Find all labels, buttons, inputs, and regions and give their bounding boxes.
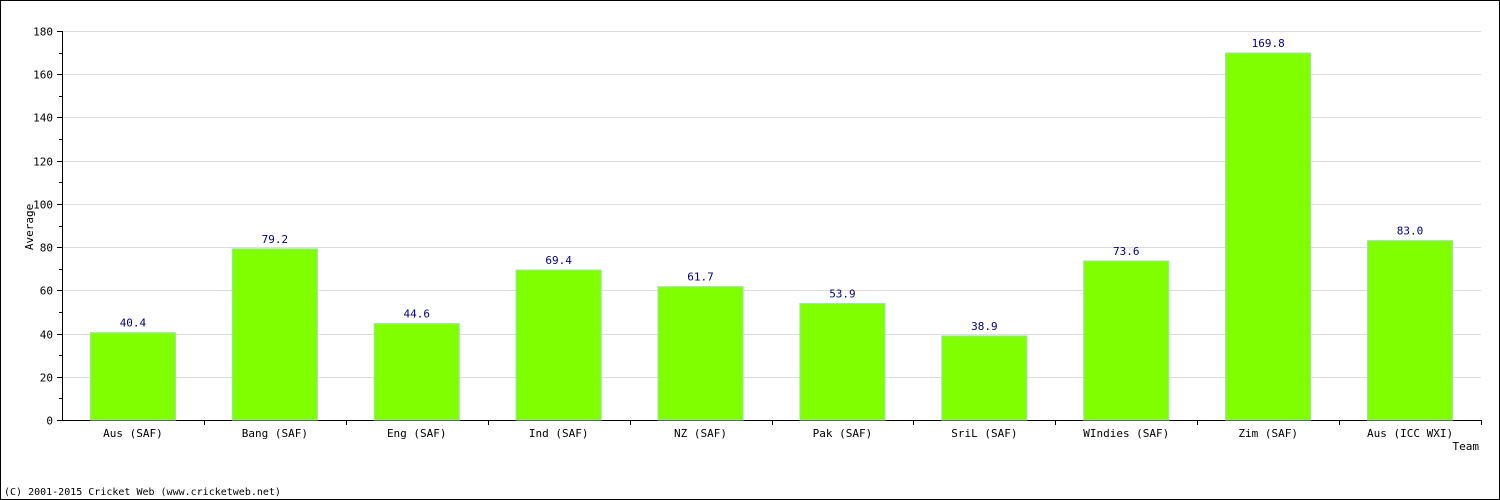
bar bbox=[657, 286, 744, 421]
x-tick-label: NZ (SAF) bbox=[674, 427, 727, 440]
bar bbox=[89, 332, 177, 421]
bar bbox=[1366, 240, 1454, 421]
y-tick-label: 20 bbox=[40, 372, 53, 385]
y-tick-label: 140 bbox=[33, 112, 53, 125]
x-tick-label: Pak (SAF) bbox=[813, 427, 873, 440]
y-tick-label: 40 bbox=[40, 329, 53, 342]
data-label: 38.9 bbox=[971, 320, 998, 333]
x-axis-title: Team bbox=[1453, 440, 1480, 453]
y-tick-label: 0 bbox=[46, 415, 53, 428]
bar bbox=[1083, 260, 1170, 421]
bars bbox=[89, 52, 1454, 421]
data-label: 61.7 bbox=[687, 271, 714, 284]
bar bbox=[1225, 52, 1312, 421]
y-tick-label: 60 bbox=[40, 285, 53, 298]
y-axis-title: Average bbox=[23, 204, 36, 250]
x-tick-label: Aus (ICC WXI) bbox=[1367, 427, 1453, 440]
data-label: 169.8 bbox=[1252, 37, 1285, 50]
data-label: 83.0 bbox=[1397, 225, 1424, 238]
data-label: 44.6 bbox=[404, 308, 431, 321]
x-tick-label: Eng (SAF) bbox=[387, 427, 447, 440]
copyright-footer: (C) 2001-2015 Cricket Web (www.cricketwe… bbox=[4, 487, 281, 498]
data-label: 69.4 bbox=[545, 254, 572, 267]
y-tick-label: 80 bbox=[40, 242, 53, 255]
x-tick-label: Zim (SAF) bbox=[1238, 427, 1298, 440]
bar bbox=[941, 335, 1028, 421]
y-tick-label: 160 bbox=[33, 69, 53, 82]
y-tick-label: 100 bbox=[33, 199, 53, 212]
labels: 0 20 40 60 80 100 120 140 160 180 40.4 Aus (SAF) 79.… bbox=[33, 26, 1453, 441]
bar bbox=[231, 248, 318, 421]
y-tick-label: 180 bbox=[33, 26, 53, 39]
bar bbox=[515, 269, 602, 421]
data-label: 40.4 bbox=[120, 317, 147, 330]
bar bbox=[373, 323, 460, 421]
x-tick-label: SriL (SAF) bbox=[951, 427, 1017, 440]
x-tick-label: Ind (SAF) bbox=[529, 427, 589, 440]
x-tick-label: Bang (SAF) bbox=[242, 427, 308, 440]
y-tick-label: 120 bbox=[33, 156, 53, 169]
x-tick-label: WIndies (SAF) bbox=[1083, 427, 1169, 440]
data-label: 73.6 bbox=[1113, 245, 1140, 258]
x-tick-label: Aus (SAF) bbox=[103, 427, 163, 440]
data-label: 53.9 bbox=[829, 288, 856, 301]
data-label: 79.2 bbox=[262, 233, 289, 246]
bar bbox=[799, 303, 886, 421]
